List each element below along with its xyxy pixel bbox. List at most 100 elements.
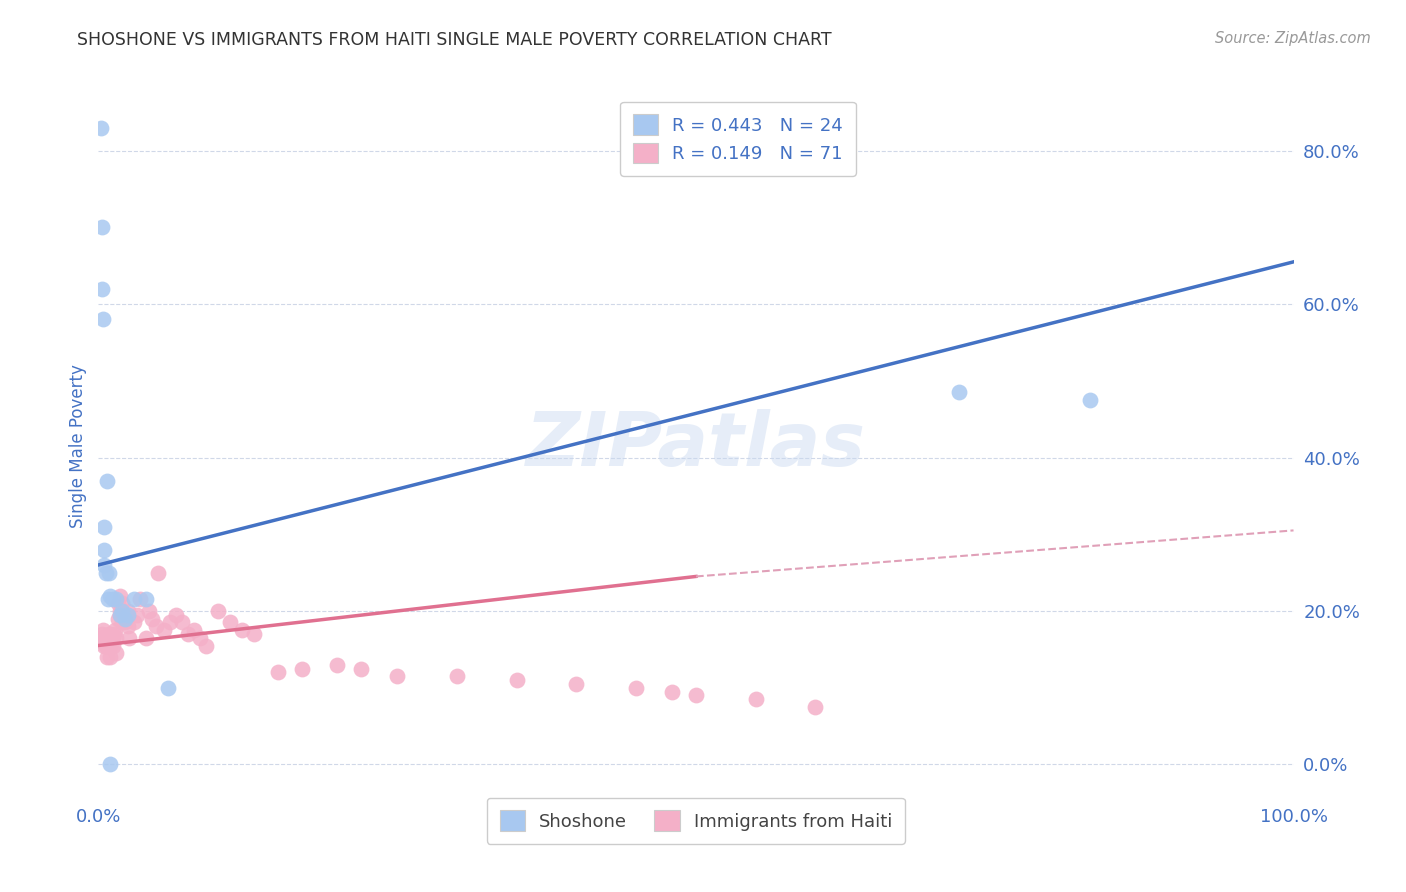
Point (231, 623, 253, 637)
Point (93, 631, 115, 645)
Point (350, 661, 373, 675)
Point (118, 631, 141, 645)
Point (145, 619, 167, 633)
Point (97, 592, 120, 607)
Point (506, 673, 529, 687)
Point (105, 592, 128, 607)
Point (103, 627, 125, 641)
Point (98, 566, 121, 580)
Point (177, 627, 200, 641)
Point (93, 558, 115, 572)
Point (948, 385, 970, 400)
Text: SHOSHONE VS IMMIGRANTS FROM HAITI SINGLE MALE POVERTY CORRELATION CHART: SHOSHONE VS IMMIGRANTS FROM HAITI SINGLE… (77, 31, 832, 49)
Point (93, 634, 115, 648)
Point (98, 757, 122, 772)
Point (114, 612, 136, 626)
Point (124, 615, 146, 630)
Point (385, 669, 409, 683)
Point (108, 604, 131, 618)
Point (97, 639, 120, 653)
Point (101, 639, 124, 653)
Point (112, 607, 135, 622)
Point (93, 639, 115, 653)
Point (267, 665, 290, 680)
Point (156, 681, 179, 695)
Point (124, 592, 146, 607)
Point (135, 631, 157, 645)
Point (98, 627, 121, 641)
Point (172, 615, 194, 630)
Point (565, 677, 588, 691)
Point (91, 312, 114, 326)
Point (94, 631, 117, 645)
Point (93, 542, 115, 557)
Legend: Shoshone, Immigrants from Haiti: Shoshone, Immigrants from Haiti (486, 797, 905, 844)
Point (117, 607, 139, 622)
Text: Source: ZipAtlas.com: Source: ZipAtlas.com (1215, 31, 1371, 46)
Point (91, 627, 114, 641)
Point (96, 650, 118, 665)
Point (94, 639, 117, 653)
Point (129, 592, 152, 607)
Point (98, 639, 122, 653)
Point (117, 619, 139, 633)
Point (105, 631, 128, 645)
Point (111, 615, 134, 630)
Point (148, 566, 170, 580)
Point (183, 623, 205, 637)
Point (141, 612, 163, 626)
Point (685, 689, 707, 703)
Point (105, 646, 128, 660)
Point (91, 220, 114, 235)
Point (111, 596, 134, 610)
Point (90, 120, 112, 135)
Point (165, 607, 187, 622)
Point (108, 607, 131, 622)
Point (188, 631, 211, 645)
Point (91, 634, 114, 648)
Point (107, 596, 129, 610)
Point (446, 669, 468, 683)
Point (626, 681, 648, 695)
Point (114, 615, 136, 630)
Point (745, 692, 768, 706)
Point (159, 615, 181, 630)
Point (114, 612, 136, 626)
Point (98, 589, 122, 603)
Point (93, 519, 115, 533)
Point (98, 627, 122, 641)
Point (243, 627, 266, 641)
Point (291, 661, 314, 675)
Point (111, 604, 134, 618)
Point (804, 699, 827, 714)
Point (90, 631, 112, 645)
Point (135, 592, 157, 607)
Point (207, 604, 229, 618)
Point (98, 639, 121, 653)
Point (219, 615, 242, 630)
Point (96, 474, 118, 488)
Point (91, 631, 114, 645)
Point (98, 650, 122, 665)
Point (1080, 392, 1102, 407)
Point (91, 282, 114, 296)
Point (108, 607, 131, 622)
Point (97, 634, 120, 648)
Point (117, 604, 139, 618)
Point (101, 592, 124, 607)
Point (661, 684, 683, 698)
Point (91, 623, 114, 637)
Point (101, 631, 124, 645)
Point (104, 623, 127, 637)
Point (153, 623, 176, 637)
Point (96, 631, 118, 645)
Point (94, 566, 117, 580)
Point (326, 657, 349, 672)
Point (107, 612, 129, 626)
Point (195, 639, 218, 653)
Y-axis label: Single Male Poverty: Single Male Poverty (69, 364, 87, 528)
Text: ZIPatlas: ZIPatlas (526, 409, 866, 483)
Point (138, 604, 160, 618)
Point (108, 589, 131, 603)
Point (125, 607, 148, 622)
